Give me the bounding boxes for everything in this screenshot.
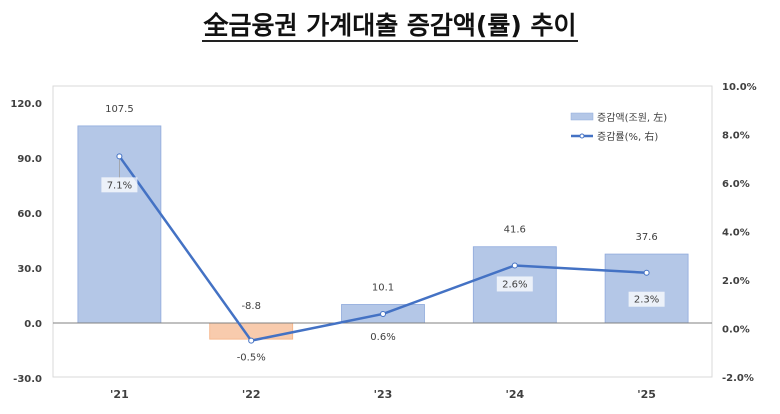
bar-data-label: -8.8 — [241, 301, 261, 312]
x-axis-tick: '24 — [505, 388, 524, 401]
plot-area — [52, 85, 713, 378]
left-axis-tick: 90.0 — [17, 154, 42, 165]
bar — [604, 253, 689, 324]
x-axis-tick: '25 — [637, 388, 656, 401]
line-label-bg — [233, 349, 270, 365]
legend-line-marker — [579, 133, 585, 139]
left-axis-tick: 60.0 — [17, 209, 42, 220]
line-data-label: 0.6% — [370, 332, 395, 343]
right-axis-tick: 6.0% — [722, 179, 750, 190]
chart-title: 全금융권 가계대출 증감액(률) 추이 — [0, 6, 780, 42]
left-axis-tick: -30.0 — [13, 374, 42, 385]
bar-data-label: 107.5 — [105, 104, 134, 115]
line-label-bg — [365, 328, 401, 344]
line-marker — [643, 269, 650, 276]
bar — [209, 322, 294, 340]
line-data-label: 2.6% — [502, 279, 527, 290]
x-axis-tick: '23 — [374, 388, 393, 401]
line-marker — [116, 153, 123, 160]
line-label-bg — [496, 276, 533, 292]
line-label-bg — [101, 177, 138, 193]
line-data-label: 7.1% — [107, 180, 132, 191]
right-axis-tick: 4.0% — [722, 228, 750, 239]
legend-bar-swatch — [570, 112, 594, 121]
chart-title-text: 全금융권 가계대출 증감액(률) 추이 — [201, 11, 579, 42]
line-marker — [511, 262, 518, 269]
right-axis-tick: -2.0% — [722, 373, 754, 384]
line-data-label: 2.3% — [634, 295, 659, 306]
legend-line-label: 증감률(%, 右) — [597, 130, 658, 143]
left-axis-tick: 30.0 — [17, 264, 42, 275]
line-marker — [248, 337, 255, 344]
bar-data-label: 10.1 — [372, 282, 394, 293]
line-label-bg — [628, 291, 665, 307]
x-axis-tick: '22 — [242, 388, 261, 401]
bar-data-label: 41.6 — [504, 225, 526, 236]
right-axis-tick: 0.0% — [722, 325, 750, 336]
left-axis-tick: 120.0 — [10, 99, 42, 110]
line-marker — [380, 310, 386, 317]
left-axis-tick: 0.0 — [24, 319, 42, 330]
x-axis-tick: '21 — [110, 388, 129, 401]
right-axis-tick: 2.0% — [722, 276, 750, 287]
right-axis-tick: 10.0% — [722, 82, 757, 93]
line-data-label: -0.5% — [237, 353, 266, 364]
right-axis-tick: 8.0% — [722, 131, 750, 142]
bar-data-label: 37.6 — [635, 232, 657, 243]
legend-bar-label: 증감액(조원, 左) — [597, 111, 667, 124]
